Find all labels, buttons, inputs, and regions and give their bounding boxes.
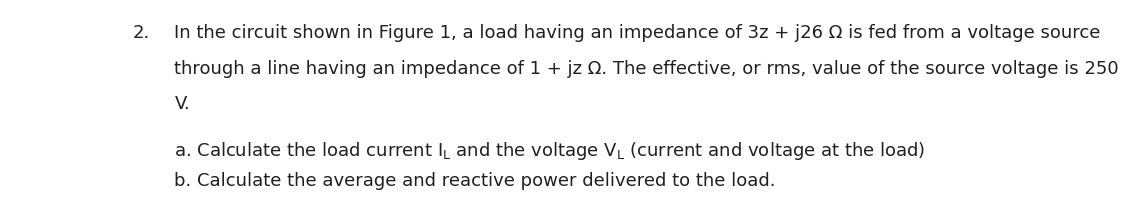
Text: 2.: 2.	[133, 24, 150, 42]
Text: V.: V.	[174, 95, 190, 113]
Text: a. Calculate the load current $\mathregular{I_L}$ and the voltage $\mathregular{: a. Calculate the load current $\mathregu…	[174, 139, 926, 161]
Text: through a line having an impedance of 1 + jz Ω. The effective, or rms, value of : through a line having an impedance of 1 …	[174, 60, 1119, 78]
Text: In the circuit shown in Figure 1, a load having an impedance of 3z + j26 Ω is fe: In the circuit shown in Figure 1, a load…	[174, 24, 1100, 42]
Text: b. Calculate the average and reactive power delivered to the load.: b. Calculate the average and reactive po…	[174, 171, 776, 189]
